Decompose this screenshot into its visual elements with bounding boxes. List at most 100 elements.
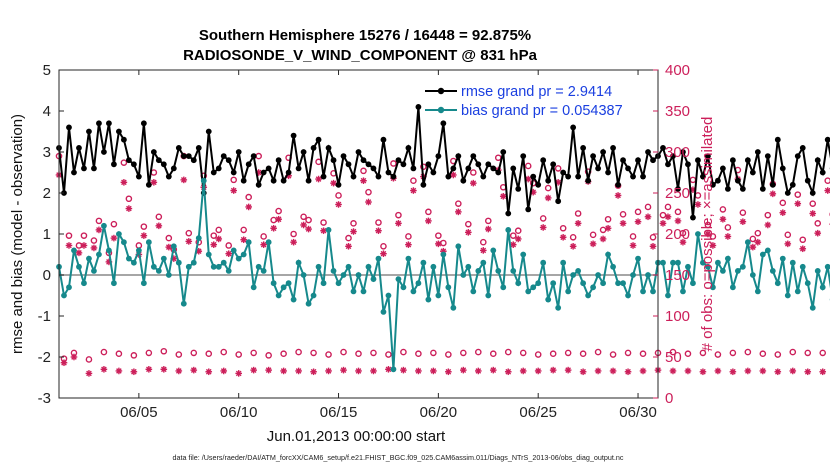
rmse-point xyxy=(185,153,192,160)
obs-assimilated-point xyxy=(95,226,103,234)
bias-point xyxy=(610,263,616,270)
obs-possible-point xyxy=(160,347,168,355)
rmse-point xyxy=(345,161,352,168)
obs-assimilated-point xyxy=(594,367,602,375)
bias-point xyxy=(660,259,666,266)
obs-possible-point xyxy=(215,226,223,234)
x-tick-label: 06/05 xyxy=(120,404,158,421)
obs-assimilated-point xyxy=(375,227,382,235)
rmse-point xyxy=(754,149,761,155)
rmse-point xyxy=(450,165,457,172)
obs-possible-point xyxy=(489,350,497,358)
legend-bias-marker xyxy=(437,106,445,114)
bias-point xyxy=(700,259,706,266)
obs-assimilated-point xyxy=(305,225,312,233)
obs-possible-point xyxy=(240,226,247,234)
x-tick-label: 06/30 xyxy=(619,404,657,421)
obs-assimilated-point xyxy=(395,220,402,227)
rmse-point xyxy=(215,165,222,172)
rmse-point xyxy=(375,173,382,180)
obs-possible-point xyxy=(325,351,332,358)
obs-possible-point xyxy=(559,224,567,232)
rmse-point xyxy=(180,153,187,160)
rmse-point xyxy=(220,153,227,160)
y-tick-label: 0 xyxy=(43,267,51,284)
rmse-point xyxy=(395,157,402,164)
bias-point xyxy=(754,288,761,295)
obs-assimilated-point xyxy=(724,233,732,240)
rmse-point xyxy=(759,186,766,192)
obs-assimilated-point xyxy=(629,242,637,249)
bias-point xyxy=(295,259,302,266)
bias-point xyxy=(630,272,636,278)
bias-point xyxy=(285,280,292,287)
rmse-point xyxy=(690,214,696,221)
obs-assimilated-point xyxy=(180,176,188,184)
obs-assimilated-point xyxy=(60,359,68,367)
rmse-point xyxy=(155,157,162,164)
obs-assimilated-point xyxy=(534,367,542,375)
y-tick-label-right: 400 xyxy=(665,62,690,79)
obs-possible-point xyxy=(310,349,317,357)
bias-point xyxy=(799,263,806,270)
bias-point xyxy=(415,280,422,287)
obs-possible-point xyxy=(594,348,602,356)
rmse-point xyxy=(460,177,467,184)
obs-assimilated-point xyxy=(739,218,747,225)
rmse-point xyxy=(670,153,676,160)
bias-point xyxy=(66,284,72,291)
bias-point xyxy=(500,284,507,291)
bias-point xyxy=(81,280,87,287)
bias-point xyxy=(575,268,582,274)
obs-assimilated-point xyxy=(265,366,272,374)
bias-point xyxy=(140,280,147,287)
obs-possible-point xyxy=(504,348,512,356)
obs-possible-point xyxy=(425,208,432,216)
bias-point xyxy=(390,366,397,373)
rmse-point xyxy=(784,190,791,196)
obs-assimilated-point xyxy=(589,240,597,248)
obs-assimilated-point xyxy=(624,368,632,376)
obs-assimilated-point xyxy=(784,240,792,248)
bias-point xyxy=(470,288,477,295)
obs-assimilated-point xyxy=(270,224,277,232)
bias-point xyxy=(71,247,77,254)
obs-possible-point xyxy=(639,350,647,358)
rmse-point xyxy=(225,157,232,164)
bias-point xyxy=(135,247,142,254)
obs-possible-point xyxy=(465,220,472,228)
obs-possible-point xyxy=(125,195,133,203)
obs-possible-point xyxy=(744,348,752,356)
bias-point xyxy=(130,259,137,266)
rmse-point xyxy=(675,186,681,192)
y-tick-label: 5 xyxy=(43,62,51,79)
bias-point xyxy=(410,288,417,295)
rmse-point xyxy=(245,161,252,168)
bias-point xyxy=(430,263,437,270)
bias-point xyxy=(635,255,641,262)
obs-possible-point xyxy=(534,351,542,358)
bias-point xyxy=(675,259,681,266)
obs-assimilated-point xyxy=(569,243,577,250)
obs-possible-point xyxy=(460,349,467,357)
bias-point xyxy=(465,263,472,270)
rmse-point xyxy=(285,169,292,176)
rmse-point xyxy=(560,169,567,176)
obs-assimilated-point xyxy=(774,368,782,376)
obs-assimilated-point xyxy=(250,366,257,374)
obs-possible-point xyxy=(789,348,797,356)
obs-possible-point xyxy=(345,234,352,242)
obs-possible-point xyxy=(410,177,417,184)
obs-possible-point xyxy=(754,229,762,237)
rmse-point xyxy=(280,177,287,184)
x-tick-label: 06/10 xyxy=(220,404,258,421)
y-tick-label: -1 xyxy=(38,308,51,325)
rmse-point xyxy=(819,169,826,176)
rmse-point xyxy=(275,157,282,164)
rmse-point xyxy=(799,145,806,151)
bias-point xyxy=(769,268,776,274)
legend-rmse-marker xyxy=(437,87,445,95)
obs-assimilated-point xyxy=(779,209,787,216)
bias-point xyxy=(824,263,830,270)
